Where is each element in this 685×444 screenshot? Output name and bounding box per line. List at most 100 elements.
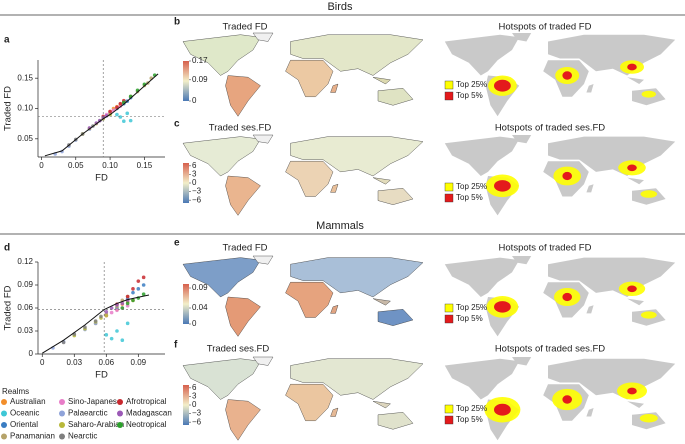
- colorbar-label: −3: [192, 409, 202, 418]
- hotspot-core: [494, 180, 511, 192]
- y-tick-label: 0: [29, 349, 34, 358]
- legend-label: Oceanic: [10, 409, 39, 418]
- legend-label: Afrotropical: [126, 397, 167, 406]
- point: [131, 290, 135, 295]
- colorbar: [183, 163, 189, 203]
- colorbar-label: −3: [192, 187, 202, 196]
- legend-swatch: [59, 399, 65, 405]
- point: [83, 325, 87, 329]
- y-tick-label: 0.15: [17, 73, 33, 82]
- point: [118, 115, 123, 119]
- landmass: [627, 401, 644, 408]
- landmass: [285, 282, 334, 318]
- landmass: [372, 401, 391, 409]
- legend-swatch: [1, 399, 7, 405]
- landmass: [548, 136, 676, 176]
- map-title: Hotspots of traded ses.FD: [495, 123, 605, 134]
- x-tick-label: 0.09: [131, 358, 147, 367]
- panel-label: c: [174, 119, 180, 130]
- legend-label: Top 5%: [456, 314, 483, 323]
- legend-swatch: [117, 422, 123, 428]
- x-axis-label: FD: [95, 370, 108, 381]
- landmass: [548, 257, 676, 297]
- landmass: [586, 184, 594, 193]
- legend-swatch: [1, 433, 7, 440]
- landmass: [512, 357, 532, 366]
- x-tick-label: 0.10: [102, 161, 118, 170]
- point: [104, 333, 109, 337]
- y-axis-label: Traded FD: [3, 285, 14, 330]
- landmass: [377, 412, 414, 430]
- section-title: Birds: [327, 1, 353, 13]
- panel-label: e: [174, 238, 180, 249]
- colorbar-label: 6: [192, 383, 197, 392]
- point: [109, 336, 114, 341]
- landmass: [182, 257, 261, 298]
- map: [182, 356, 424, 441]
- map: [444, 256, 676, 337]
- hotspot-core: [562, 292, 572, 302]
- point: [93, 319, 98, 323]
- landmass: [586, 305, 594, 314]
- landmass: [377, 188, 414, 205]
- x-tick-label: 0.05: [68, 161, 84, 170]
- point: [108, 109, 112, 114]
- point: [118, 101, 123, 106]
- landmass: [252, 255, 274, 265]
- landmass: [548, 34, 676, 76]
- map-title: Hotspots of traded FD: [499, 22, 592, 33]
- legend-label: Saharo-Arabian: [68, 420, 124, 429]
- legend-swatch: [444, 303, 454, 313]
- landmass: [377, 309, 414, 326]
- x-tick-label: 0.06: [99, 358, 115, 367]
- landmass: [252, 356, 274, 366]
- map-title: Hotspots of traded ses.FD: [495, 344, 605, 355]
- landmass: [627, 298, 644, 306]
- landmass: [512, 33, 532, 42]
- hotspot-core: [627, 164, 637, 172]
- colorbar-label: 0: [192, 178, 197, 187]
- legend-label: Top 5%: [456, 193, 483, 202]
- landmass: [377, 88, 414, 106]
- x-tick-label: 0.15: [137, 161, 153, 170]
- point: [131, 287, 135, 291]
- landmass: [285, 384, 334, 421]
- hotspot-core: [494, 403, 511, 416]
- colorbar-label: −6: [192, 417, 202, 426]
- x-tick-label: 0.03: [66, 358, 82, 367]
- map-title: Traded ses.FD: [209, 123, 272, 134]
- y-axis-label: Traded FD: [3, 86, 14, 131]
- colorbar-label: 0.17: [192, 56, 208, 65]
- point: [141, 292, 146, 297]
- legend-swatch: [1, 410, 7, 417]
- legend-label: Oriental: [10, 420, 38, 429]
- legend-label: Panamanian: [10, 432, 55, 441]
- point: [104, 313, 109, 318]
- colorbar-label: 3: [192, 392, 197, 401]
- hotspot-core: [494, 301, 511, 313]
- legend-swatch: [444, 314, 454, 324]
- landmass: [444, 358, 520, 400]
- legend-label: Top 25%: [456, 182, 487, 191]
- colorbar-label: 0.04: [192, 303, 208, 312]
- point: [109, 310, 114, 315]
- landmass: [330, 183, 339, 193]
- colorbar-label: 0.09: [192, 75, 208, 84]
- landmass: [372, 177, 391, 185]
- legend-label: Top 25%: [456, 404, 487, 413]
- legend-label: Top 5%: [456, 91, 483, 100]
- landmass: [225, 175, 261, 216]
- landmass: [444, 34, 520, 76]
- hotspot-area: [640, 190, 658, 198]
- y-tick-label: 0.09: [17, 280, 33, 289]
- hotspot-area: [639, 413, 658, 423]
- landmass: [252, 32, 274, 42]
- landmass: [225, 399, 261, 441]
- legend-swatch: [444, 91, 454, 101]
- colorbar-label: 0: [192, 400, 197, 409]
- landmass: [182, 136, 261, 177]
- landmass: [285, 60, 334, 97]
- landmass: [512, 256, 532, 265]
- legend-label: Australian: [10, 397, 46, 406]
